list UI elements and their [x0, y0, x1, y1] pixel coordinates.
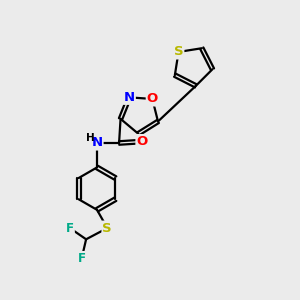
Text: O: O [147, 92, 158, 106]
Text: F: F [66, 222, 74, 235]
Text: S: S [103, 222, 112, 235]
Text: H: H [86, 133, 95, 143]
Text: F: F [78, 252, 86, 265]
Text: O: O [136, 135, 148, 148]
Text: S: S [174, 45, 183, 58]
Text: N: N [92, 136, 103, 149]
Text: N: N [124, 91, 135, 104]
